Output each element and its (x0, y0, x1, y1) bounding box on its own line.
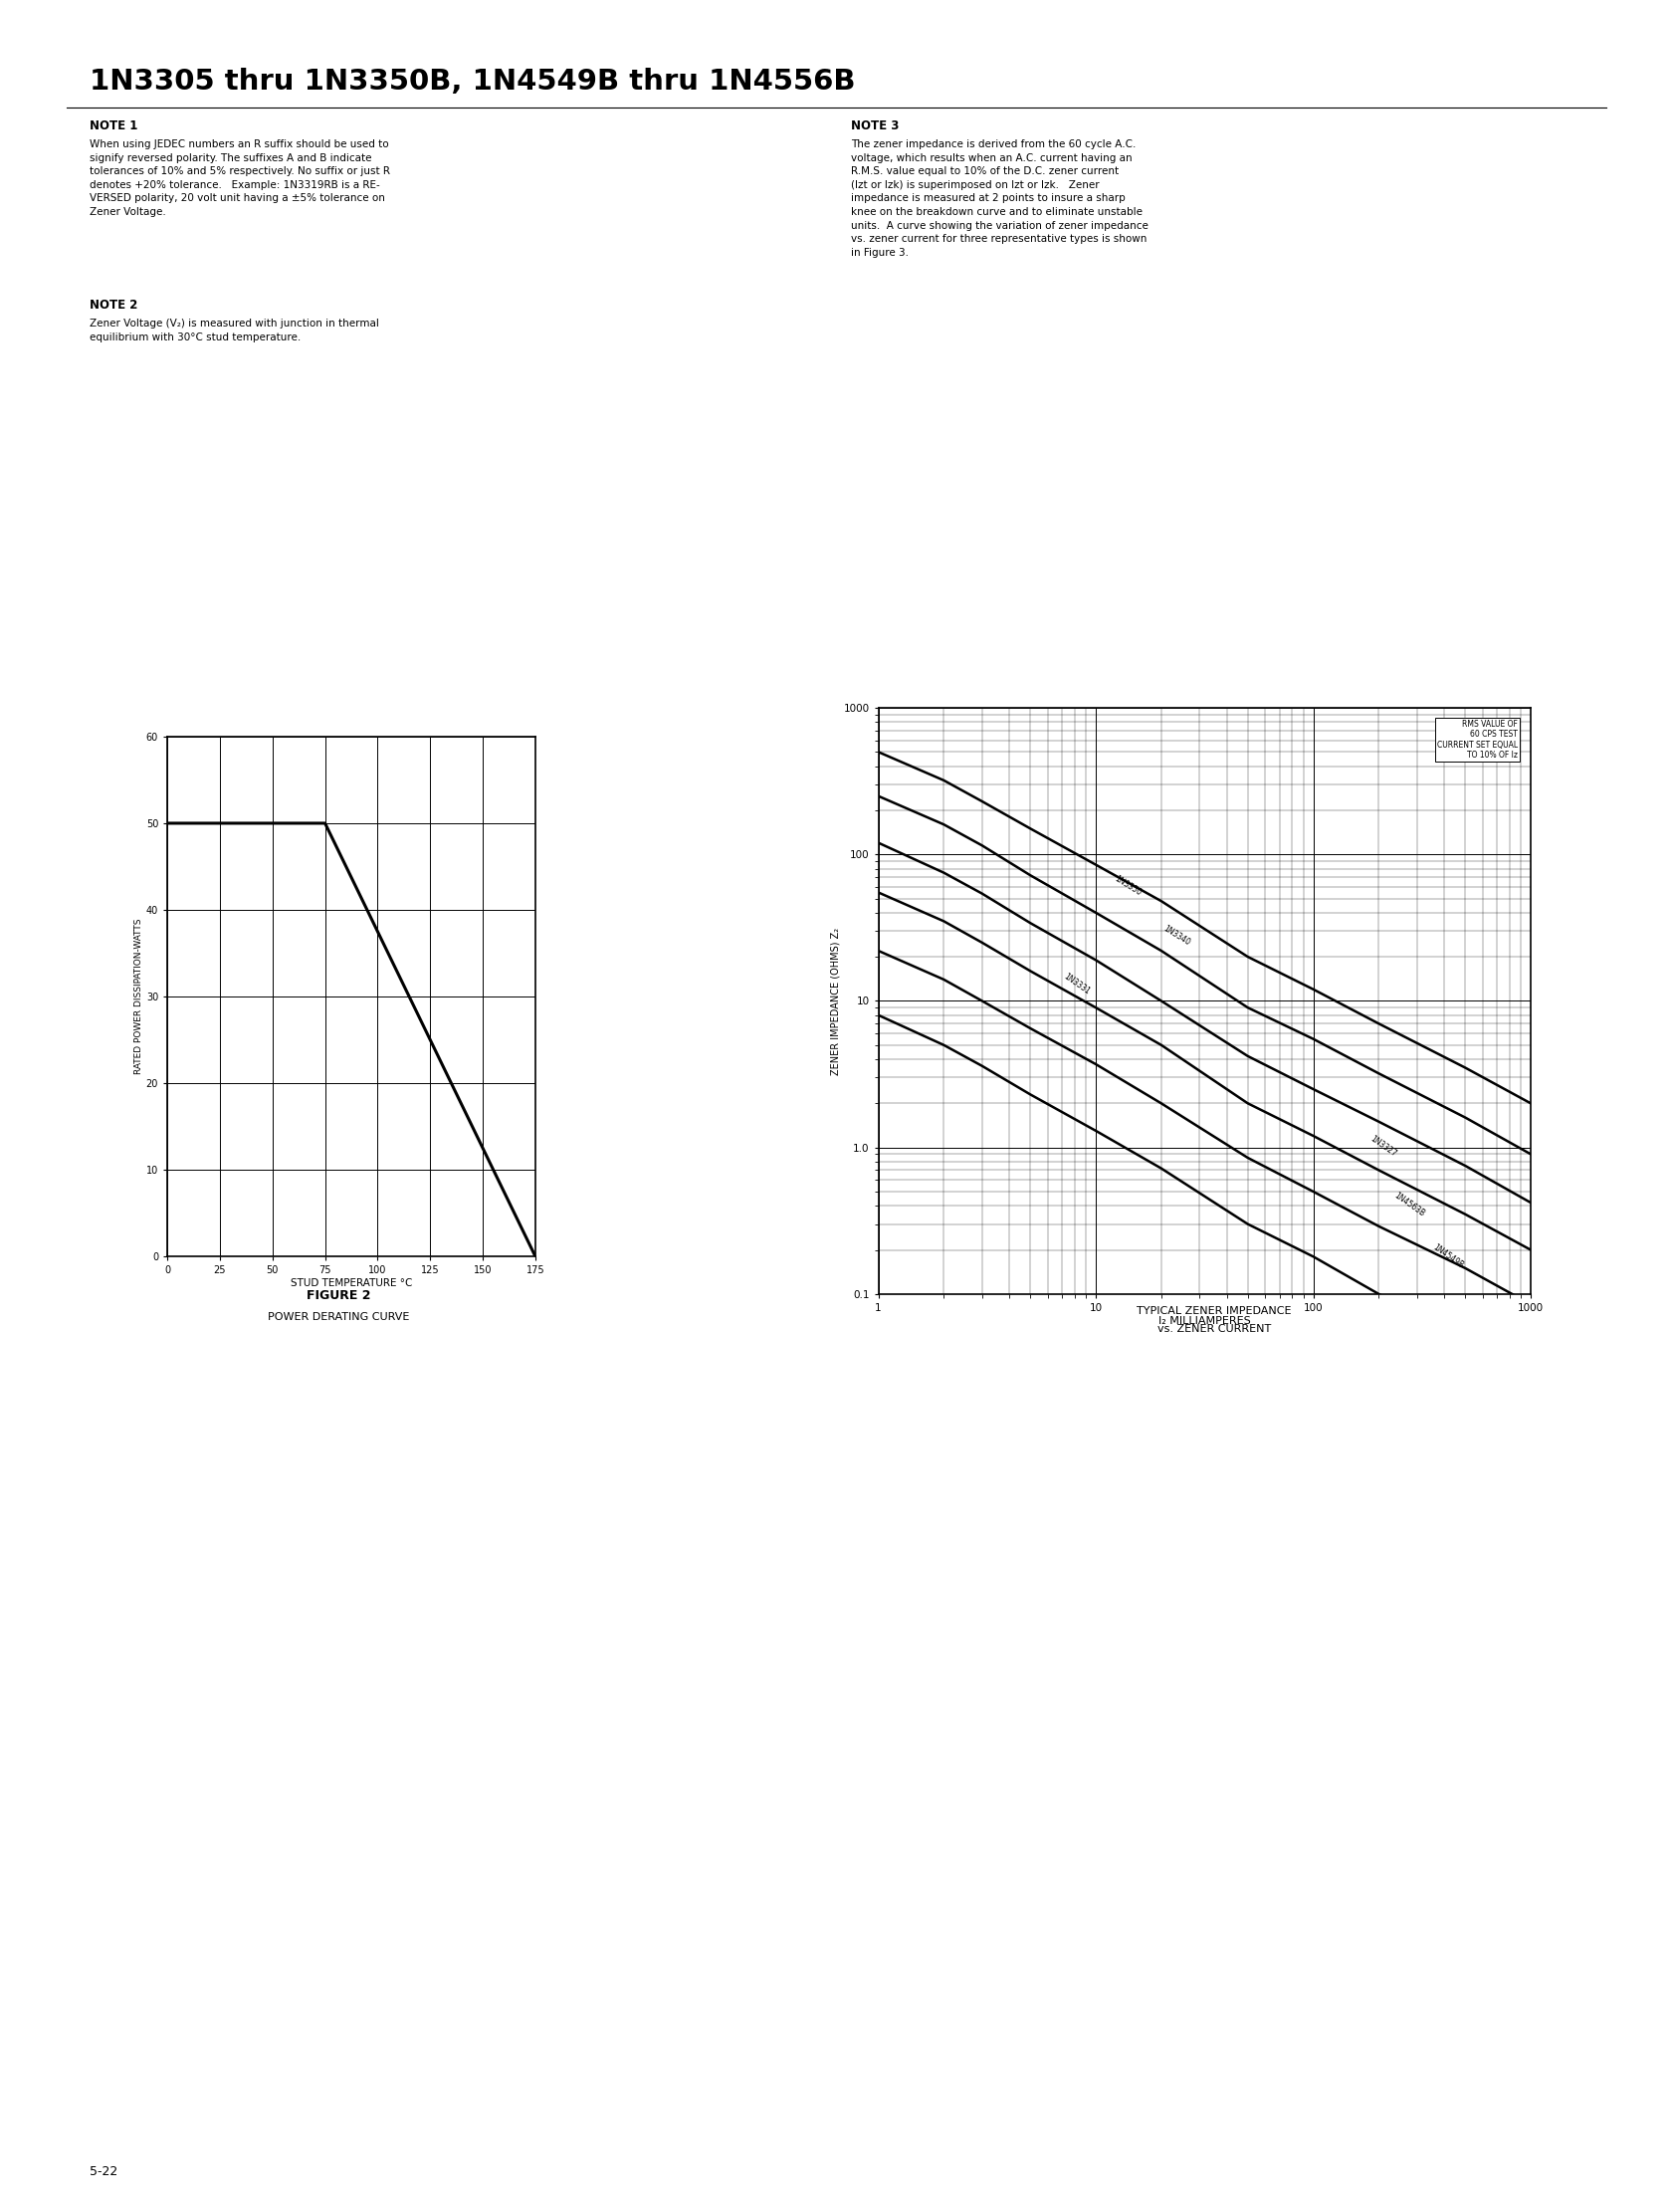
Text: TYPICAL ZENER IMPEDANCE: TYPICAL ZENER IMPEDANCE (1137, 1305, 1291, 1316)
Text: The zener impedance is derived from the 60 cycle A.C.
voltage, which results whe: The zener impedance is derived from the … (851, 139, 1147, 257)
Text: 1N3340: 1N3340 (1160, 922, 1190, 947)
Text: vs. ZENER CURRENT: vs. ZENER CURRENT (1157, 1325, 1271, 1334)
Text: 1N3350: 1N3350 (1112, 874, 1142, 898)
Text: NOTE 3: NOTE 3 (851, 119, 898, 133)
Text: RMS VALUE OF
60 CPS TEST
CURRENT SET EQUAL
TO 10% OF Iz: RMS VALUE OF 60 CPS TEST CURRENT SET EQU… (1436, 719, 1517, 759)
X-axis label: STUD TEMPERATURE °C: STUD TEMPERATURE °C (291, 1279, 411, 1287)
Text: FIGURE 2: FIGURE 2 (306, 1290, 370, 1303)
Text: 1N3331: 1N3331 (1062, 973, 1090, 998)
X-axis label: I₂ MILLIAMPERES: I₂ MILLIAMPERES (1157, 1316, 1251, 1325)
Text: POWER DERATING CURVE: POWER DERATING CURVE (268, 1312, 410, 1323)
Text: 1N3305 thru 1N3350B, 1N4549B thru 1N4556B: 1N3305 thru 1N3350B, 1N4549B thru 1N4556… (90, 69, 854, 95)
Text: 1N4563B: 1N4563B (1391, 1190, 1425, 1219)
Text: NOTE 2: NOTE 2 (90, 299, 137, 312)
Text: 5-22: 5-22 (90, 2166, 117, 2179)
Text: 1N3327: 1N3327 (1368, 1135, 1398, 1159)
Text: 1N4549B: 1N4549B (1431, 1243, 1465, 1270)
Text: FIGURE 3: FIGURE 3 (1182, 1285, 1246, 1296)
Text: NOTE 1: NOTE 1 (90, 119, 137, 133)
Text: Zener Voltage (V₂) is measured with junction in thermal
equilibrium with 30°C st: Zener Voltage (V₂) is measured with junc… (90, 319, 380, 343)
Y-axis label: ZENER IMPEDANCE (OHMS) Z₂: ZENER IMPEDANCE (OHMS) Z₂ (829, 927, 839, 1075)
Text: When using JEDEC numbers an R suffix should be used to
signify reversed polarity: When using JEDEC numbers an R suffix sho… (90, 139, 390, 217)
Y-axis label: RATED POWER DISSIPATION-WATTS: RATED POWER DISSIPATION-WATTS (134, 918, 144, 1075)
